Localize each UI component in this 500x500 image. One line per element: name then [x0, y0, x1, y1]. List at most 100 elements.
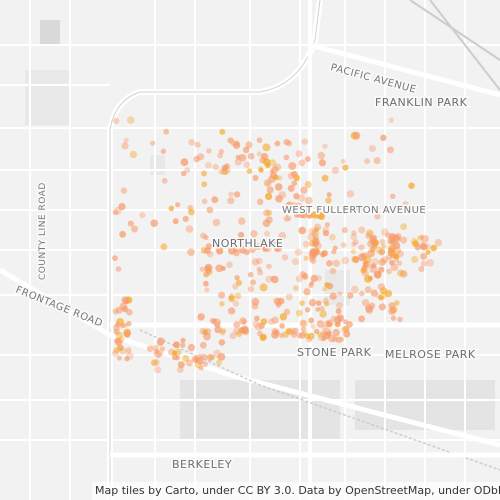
point — [335, 336, 343, 344]
place-label: FRANKLIN PARK — [375, 96, 468, 109]
point — [292, 327, 299, 335]
point — [340, 158, 346, 164]
point — [311, 229, 320, 238]
point — [254, 243, 262, 251]
point — [172, 350, 178, 356]
point — [112, 209, 119, 216]
point — [385, 290, 393, 298]
point — [115, 266, 122, 272]
point — [390, 263, 399, 272]
point — [318, 213, 325, 221]
point — [211, 196, 219, 204]
point — [212, 218, 221, 227]
point — [317, 331, 323, 338]
point — [256, 137, 263, 144]
point — [343, 326, 349, 333]
point — [321, 250, 328, 257]
point — [326, 192, 332, 198]
point — [396, 236, 402, 243]
point — [282, 331, 289, 338]
place-label: NORTHLAKE — [212, 237, 283, 250]
point — [420, 252, 428, 260]
place-label: MELROSE PARK — [385, 348, 476, 361]
point — [263, 179, 272, 188]
point — [266, 186, 274, 194]
point — [187, 248, 195, 256]
point — [329, 267, 337, 275]
point — [220, 265, 226, 271]
point — [256, 266, 262, 272]
point — [300, 186, 308, 194]
point — [397, 260, 403, 266]
point — [152, 345, 159, 351]
point — [308, 227, 317, 236]
point — [180, 158, 189, 167]
point — [215, 359, 222, 366]
point — [301, 206, 309, 215]
point — [187, 343, 196, 352]
point — [333, 316, 342, 324]
point — [260, 152, 268, 160]
point — [124, 356, 130, 362]
point — [325, 197, 332, 204]
point — [397, 269, 405, 277]
point — [326, 260, 333, 267]
point — [201, 181, 208, 188]
point — [120, 187, 128, 194]
point — [316, 320, 325, 328]
point — [390, 315, 397, 321]
point — [205, 161, 212, 169]
point — [370, 234, 378, 242]
point — [204, 328, 212, 336]
point — [275, 195, 283, 203]
point — [160, 148, 167, 154]
point — [129, 150, 138, 159]
point — [308, 213, 314, 219]
point — [218, 149, 224, 155]
attribution-background — [92, 482, 500, 500]
point — [285, 215, 292, 222]
point — [263, 209, 271, 217]
point — [326, 330, 332, 337]
point — [336, 302, 343, 310]
point — [201, 170, 207, 177]
point — [388, 307, 396, 315]
point — [399, 270, 408, 278]
point — [245, 141, 253, 149]
point — [380, 134, 387, 141]
point — [172, 218, 179, 225]
point — [238, 154, 247, 162]
point — [273, 174, 279, 181]
point — [283, 308, 291, 315]
point — [251, 302, 259, 310]
point — [215, 264, 224, 273]
point — [229, 332, 237, 340]
point — [324, 282, 330, 288]
point — [126, 321, 132, 327]
point — [252, 175, 259, 181]
point — [201, 198, 208, 205]
point — [331, 166, 340, 174]
point — [304, 181, 312, 188]
point — [293, 193, 300, 200]
point — [153, 348, 159, 354]
point — [303, 255, 309, 261]
point — [378, 295, 384, 301]
point — [411, 255, 419, 263]
point — [111, 349, 119, 357]
point — [203, 280, 209, 287]
point — [219, 301, 225, 307]
point — [350, 248, 357, 255]
point — [248, 246, 256, 253]
point — [254, 315, 260, 322]
point — [224, 163, 230, 170]
point — [346, 321, 353, 328]
point — [234, 292, 242, 300]
point — [227, 137, 234, 144]
point — [227, 197, 235, 205]
point — [238, 217, 246, 225]
point — [233, 247, 239, 253]
point — [150, 219, 158, 227]
point — [420, 243, 428, 251]
